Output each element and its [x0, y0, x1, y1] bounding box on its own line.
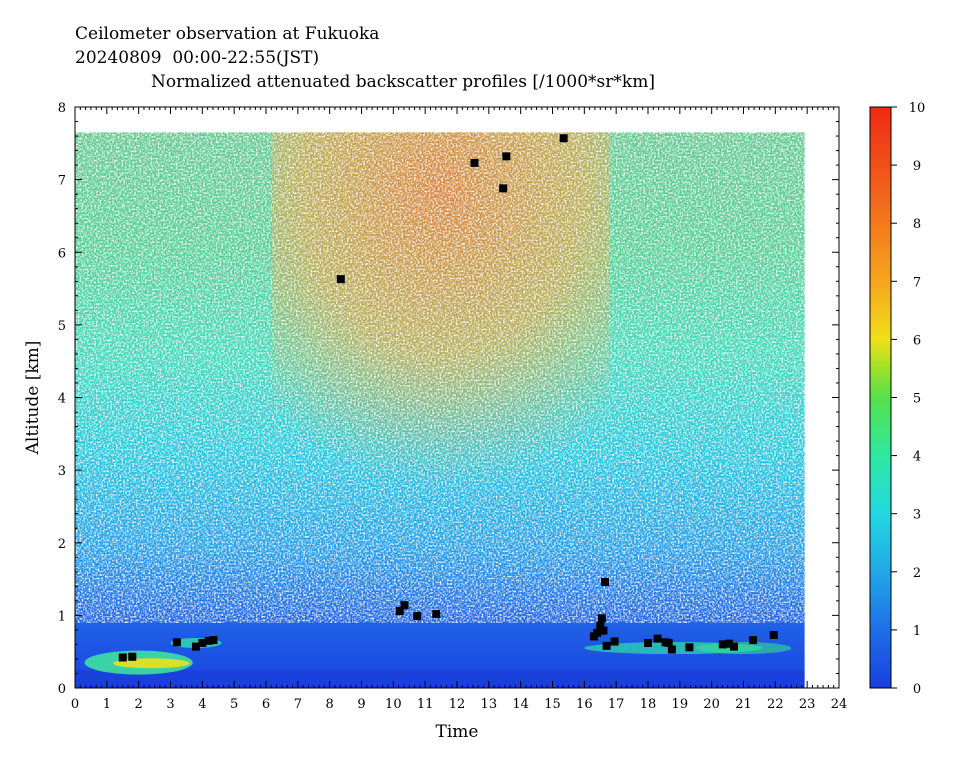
cloud-base-point [502, 152, 511, 161]
colorbar-tick-label: 2 [913, 566, 921, 581]
cloud-base-point [209, 636, 218, 645]
cloud-base-point [599, 626, 608, 635]
backscatter-heatmap [75, 132, 805, 688]
colorbar-tick-label: 4 [913, 450, 921, 465]
cloud-base-points [118, 134, 778, 662]
heatmap-surface-layer [75, 669, 805, 688]
cloud-base-point [596, 621, 605, 630]
plot-axes: 0 1 2 3 4 5 6 7 8 9 10 11 12 13 14 15 16 17 18 19 20 21 22 23 24… [23, 101, 847, 742]
cloud-base-point [725, 639, 734, 648]
x-tick-label: 22 [767, 697, 784, 712]
x-tick-label: 1 [103, 697, 111, 712]
cloud-base-point [204, 636, 213, 645]
cloud-base-point [413, 612, 422, 621]
x-tick-label: 19 [672, 697, 689, 712]
y-tick-label: 7 [58, 174, 66, 189]
y-tick-label: 0 [58, 682, 66, 697]
x-tick-label: 20 [703, 697, 720, 712]
x-tick-label: 14 [512, 697, 529, 712]
cloud-base-point [718, 640, 727, 649]
heatmap-speckle [75, 132, 805, 623]
x-tick-label: 0 [71, 697, 79, 712]
cloud-base-point [749, 636, 758, 645]
x-tick-label: 11 [417, 697, 434, 712]
cloud-base-point [602, 641, 611, 650]
colorbar-tick-label: 9 [913, 159, 921, 174]
x-tick-label: 7 [294, 697, 302, 712]
cloud-base-point [400, 601, 409, 610]
cloud-base-point [198, 638, 207, 647]
cloud-base-point [191, 642, 200, 651]
x-tick-label: 13 [481, 697, 498, 712]
cloud-base-point [769, 630, 778, 639]
cloud-base-point [470, 158, 479, 167]
y-tick-label: 1 [58, 609, 66, 624]
x-tick-label: 6 [262, 697, 270, 712]
chart-title-line2: 20240809 00:00-22:55(JST) [75, 48, 320, 68]
heatmap-layer-yellow [113, 658, 190, 669]
x-tick-label: 16 [576, 697, 593, 712]
colorbar-tick-label: 8 [913, 217, 921, 232]
colorbar-tick-label: 7 [913, 275, 921, 290]
cloud-base-point [610, 637, 619, 646]
colorbar-tick-label: 1 [913, 624, 921, 639]
x-tick-label: 2 [135, 697, 143, 712]
colorbar-tick-label: 6 [913, 333, 921, 348]
y-axis-title: Altitude [km] [23, 341, 43, 456]
y-tick-label: 6 [58, 246, 66, 261]
x-tick-label: 10 [385, 697, 402, 712]
x-tick-label: 9 [357, 697, 365, 712]
x-tick-label: 24 [831, 697, 848, 712]
colorbar-tick-label: 3 [913, 508, 921, 523]
cloud-base-point [597, 614, 606, 623]
x-tick-label: 5 [230, 697, 238, 712]
cloud-base-point [667, 645, 676, 654]
x-tick-label: 23 [799, 697, 816, 712]
x-tick-label: 17 [608, 697, 625, 712]
y-tick-label: 2 [58, 537, 66, 552]
cloud-base-point [559, 134, 568, 143]
heatmap-layer-cyan-3 [695, 642, 792, 655]
chart-title-line3: Normalized attenuated backscatter profil… [151, 72, 655, 92]
x-tick-label: 18 [640, 697, 657, 712]
cloud-base-point [601, 577, 610, 586]
cloud-base-point [118, 653, 127, 662]
cloud-base-point [685, 643, 694, 652]
x-tick-label: 15 [544, 697, 561, 712]
colorbar-tick-label: 0 [913, 682, 921, 697]
x-axis-title: Time [436, 722, 479, 742]
colorbar-scale [869, 106, 892, 689]
cloud-base-point [432, 609, 441, 618]
cloud-base-point [172, 638, 181, 647]
colorbar-tick-label: 10 [909, 101, 926, 116]
y-tick-label: 4 [58, 392, 66, 407]
y-tick-label: 3 [58, 464, 66, 479]
cloud-base-point [336, 275, 345, 284]
y-tick-label: 5 [58, 319, 66, 334]
chart-title-line1: Ceilometer observation at Fukuoka [75, 24, 380, 44]
colorbar: 0 1 2 3 4 5 6 7 8 9 10 [869, 101, 926, 697]
cloud-base-point [729, 642, 738, 651]
x-tick-label: 4 [198, 697, 206, 712]
x-tick-label: 12 [449, 697, 466, 712]
x-tick-label: 8 [326, 697, 334, 712]
cloud-base-point [395, 607, 404, 616]
colorbar-tick-label: 5 [913, 392, 921, 407]
y-tick-label: 8 [58, 101, 66, 116]
x-tick-label: 21 [735, 697, 752, 712]
cloud-base-point [664, 638, 673, 647]
cloud-base-point [593, 628, 602, 637]
cloud-base-point [653, 634, 662, 643]
cloud-base-point [128, 652, 137, 661]
x-tick-label: 3 [166, 697, 174, 712]
cloud-base-point [644, 638, 652, 647]
cloud-base-point [499, 184, 508, 193]
